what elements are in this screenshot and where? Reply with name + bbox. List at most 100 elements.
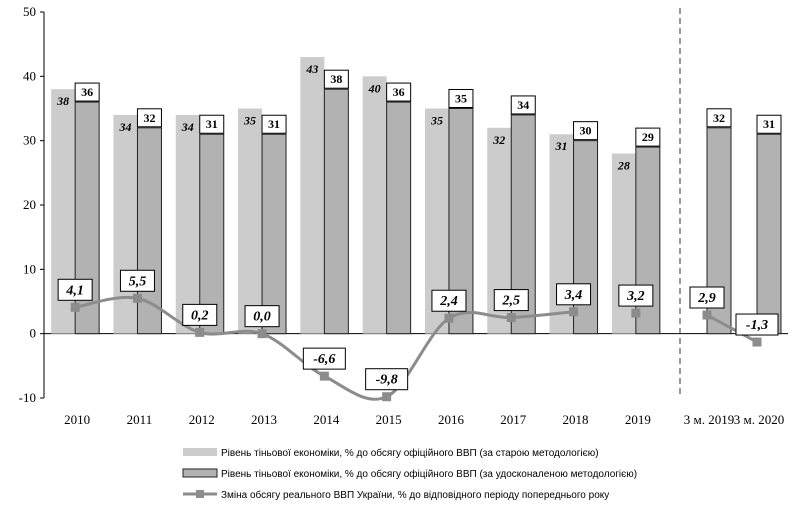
y-tick-label: -10 (19, 390, 36, 405)
bar-label-new-methodology: 32 (713, 111, 725, 125)
x-tick-label: 3 м. 2020 (734, 412, 784, 427)
gdp-label-box (556, 283, 592, 306)
bar-label-box (448, 89, 474, 108)
gdp-point-marker (257, 329, 267, 339)
legend-item-old-methodology: Рівень тіньової економіки, % до обсягу о… (221, 447, 599, 459)
bar-label-new-methodology: 30 (580, 124, 592, 138)
bar-label-box (74, 82, 100, 102)
data-labels: 38 36 34 32 34 31 35 31 43 38 40 36 35 35 32 34 31 30 28 29… (56, 62, 782, 391)
bars (51, 57, 782, 335)
bar-label-old-methodology: 31 (555, 139, 568, 153)
x-tick-label: 2012 (189, 412, 215, 427)
bar-label-box (323, 69, 349, 89)
bar-label-box (136, 108, 162, 128)
legend-item-gdp-change: Зміна обсягу реального ВВП України, % до… (221, 489, 609, 501)
bar-label-new-methodology: 35 (455, 92, 467, 106)
x-tick-label: 2014 (313, 412, 340, 427)
bar-label-new-methodology: 36 (393, 85, 405, 99)
gdp-label-box (689, 286, 725, 309)
y-tick-label: 20 (23, 197, 36, 212)
gdp-label-box (302, 347, 346, 370)
bar-label-old-methodology: 34 (118, 120, 131, 134)
bar-label-new-methodology: 31 (763, 117, 775, 131)
gdp-point-marker (569, 307, 579, 317)
legend-swatch-marker (196, 490, 204, 498)
gdp-point-marker (319, 371, 329, 381)
bar-label-new-methodology: 38 (330, 72, 342, 86)
bar-new-methodology (199, 133, 225, 335)
gdp-value-label: 2,9 (697, 291, 716, 306)
x-tick-label: 2015 (376, 412, 402, 427)
bar-old-methodology (611, 153, 636, 334)
legend-swatch-new (182, 468, 218, 478)
bar-new-methodology (323, 88, 349, 335)
gdp-value-label: 4,1 (65, 283, 84, 298)
x-tick-label: 2013 (251, 412, 277, 427)
y-tick-label: 30 (23, 133, 36, 148)
gdp-point-marker (506, 313, 516, 323)
gdp-label-box (57, 278, 93, 301)
y-tick-label: 40 (23, 68, 36, 83)
bar-label-old-methodology: 35 (243, 114, 256, 128)
x-tick-label: 2010 (64, 412, 90, 427)
gdp-point-marker (195, 327, 205, 337)
bar-label-old-methodology: 40 (368, 81, 381, 95)
bar-label-box (261, 114, 287, 134)
gdp-value-label: 3,4 (564, 288, 583, 303)
gdp-point-marker (444, 313, 454, 323)
gdp-value-label: -9,8 (376, 373, 398, 388)
gdp-value-label: 0,0 (253, 310, 271, 325)
legend-item-new-methodology: Рівень тіньової економіки, % до обсягу о… (221, 468, 637, 480)
gdp-value-label: 3,2 (626, 289, 645, 304)
gdp-label-box (618, 284, 654, 307)
y-tick-label: 0 (30, 326, 37, 341)
bar-old-methodology (300, 57, 325, 334)
gdp-label-box (493, 289, 529, 312)
gdp-label-box (365, 368, 409, 391)
gdp-point-marker (70, 302, 80, 312)
gdp-label-box (244, 305, 280, 328)
bar-old-methodology (175, 114, 200, 334)
bar-label-old-methodology: 38 (56, 94, 69, 108)
gdp-value-label: 2,4 (439, 294, 458, 309)
bar-label-box (756, 114, 782, 134)
bar-label-new-methodology: 32 (143, 111, 155, 125)
bar-label-box (635, 127, 661, 147)
bar-label-box (573, 121, 599, 141)
bar-label-new-methodology: 36 (81, 85, 93, 99)
x-tick-label: 2017 (500, 412, 527, 427)
y-tick-label: 50 (23, 4, 36, 19)
gdp-value-label: 2,5 (502, 294, 521, 309)
gdp-value-label: 0,2 (191, 308, 209, 323)
gdp-value-label: -1,3 (746, 318, 768, 333)
bar-label-new-methodology: 34 (517, 98, 529, 112)
bar-label-old-methodology: 34 (181, 120, 194, 134)
line-series (70, 293, 762, 402)
gdp-point-marker (132, 293, 142, 303)
y-tick-label: 10 (23, 261, 36, 276)
bar-old-methodology (362, 76, 387, 334)
gdp-label-box (735, 313, 779, 336)
gdp-point-marker (382, 392, 392, 402)
legend-swatch-old (183, 448, 217, 456)
bar-label-box (510, 95, 536, 115)
bar-label-new-methodology: 31 (206, 117, 218, 131)
bar-label-box (199, 114, 225, 134)
bar-old-methodology (238, 108, 263, 334)
gdp-label-box (182, 303, 218, 326)
bar-new-methodology (261, 133, 287, 335)
x-tick-label: 2018 (563, 412, 589, 427)
bar-label-old-methodology: 28 (617, 159, 630, 173)
bar-label-old-methodology: 43 (305, 62, 318, 76)
gdp-point-marker (752, 337, 762, 347)
gdp-label-box (431, 289, 467, 312)
bar-new-methodology (386, 101, 412, 335)
bar-label-new-methodology: 29 (642, 130, 654, 144)
x-tick-label: 2016 (438, 412, 465, 427)
x-tick-label: 2011 (127, 412, 153, 427)
gdp-point-marker (702, 310, 712, 320)
gdp-label-box (119, 269, 155, 292)
gdp-value-label: -6,6 (313, 352, 335, 367)
